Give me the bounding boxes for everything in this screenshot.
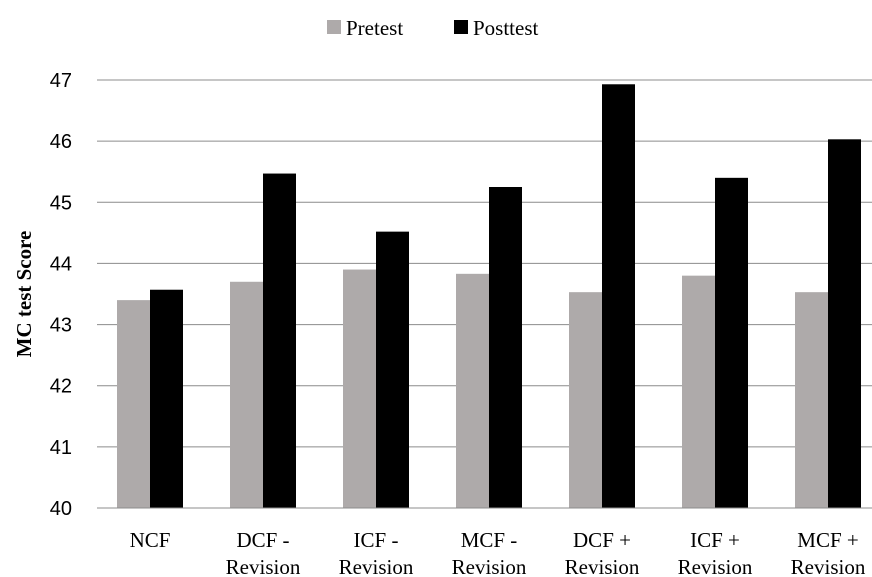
x-category-label: Revision [791,555,866,577]
y-tick-label: 46 [50,131,72,153]
x-category-label: NCF [130,528,171,552]
legend-label-posttest: Posttest [473,16,539,40]
x-category-label: Revision [678,555,753,577]
x-category-label: DCF + [573,528,631,552]
y-axis-ticks: 40 41 42 43 44 45 46 47 [50,70,72,520]
bar-posttest-5 [602,84,635,508]
y-tick-label: 41 [50,437,72,459]
bar-posttest-7 [828,139,861,508]
bar-posttest-2 [263,173,296,508]
x-category-label: Revision [565,555,640,577]
bar-posttest-4 [489,187,522,508]
x-category-label: MCF + [797,528,858,552]
bar-pretest-1 [117,300,150,508]
x-category-label: Revision [226,555,301,577]
x-category-label: Revision [339,555,414,577]
legend-label-pretest: Pretest [346,16,403,40]
legend: Pretest Posttest [327,16,539,40]
x-category-label: Revision [452,555,527,577]
x-category-label: MCF - [461,528,518,552]
bar-pretest-4 [456,273,489,508]
bar-pretest-2 [230,281,263,508]
legend-swatch-posttest [454,20,468,34]
bar-pretest-5 [569,292,602,508]
y-tick-label: 40 [50,498,72,520]
bar-posttest-6 [715,177,748,509]
x-category-label: DCF - [236,528,289,552]
bars [117,84,861,509]
y-tick-label: 44 [50,253,72,275]
y-tick-label: 43 [50,315,72,337]
legend-swatch-pretest [327,20,341,34]
bar-posttest-3 [376,231,409,509]
bar-posttest-1 [150,289,183,508]
x-axis-categories: NCF DCF - Revision ICF - Revision MCF - Revisi… [130,528,866,577]
bar-pretest-6 [682,275,715,508]
y-axis-label: MC test Score [12,231,36,358]
y-tick-label: 45 [50,192,72,214]
x-category-label: ICF + [690,528,740,552]
y-tick-label: 47 [50,70,72,92]
x-category-label: ICF - [354,528,399,552]
y-tick-label: 42 [50,376,72,398]
bar-pretest-7 [795,292,828,508]
bar-pretest-3 [343,269,376,508]
